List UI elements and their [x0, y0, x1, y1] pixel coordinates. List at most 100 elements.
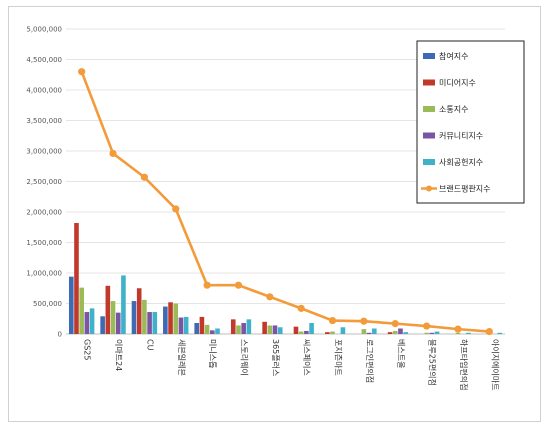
y-tick-label: 3,000,000	[26, 148, 62, 156]
legend-label: 참여지수	[439, 51, 468, 61]
bar-4-0	[89, 308, 95, 334]
y-tick-label: 1,000,000	[26, 270, 62, 278]
line-point-13	[485, 327, 493, 336]
legend-swatch	[423, 132, 435, 139]
bar-0-1	[100, 316, 105, 334]
bar-1-1	[105, 285, 111, 334]
y-axis: 0 500,000 1,000,000 1,500,000 2,000,000 2,500…	[26, 26, 62, 339]
bar-4-1	[121, 275, 126, 334]
bar-1-3	[168, 302, 173, 334]
bar-4-7	[309, 323, 314, 334]
line-point-3	[172, 205, 180, 213]
bar-0-0	[68, 276, 74, 334]
line-point-8	[328, 316, 337, 325]
legend-label: 사회공헌지수	[439, 158, 483, 167]
bar-3-3	[178, 317, 184, 334]
x-category-label: 미니스톱	[208, 339, 218, 368]
x-category-label: 이마트24	[114, 339, 124, 371]
legend-swatch-marker	[426, 185, 432, 192]
legend-label: 브랜드평판지수	[439, 184, 491, 194]
bar-4-3	[183, 316, 189, 334]
bar-1-10	[387, 332, 393, 334]
y-tick-label: 4,000,000	[26, 87, 62, 95]
bar-2-1	[110, 301, 116, 334]
bar-1-7	[293, 326, 299, 334]
bar-1-6	[262, 321, 267, 334]
bar-1-2	[136, 288, 142, 334]
legend-box	[416, 40, 525, 204]
y-tick-label: 2,500,000	[26, 178, 62, 186]
bar-2-6	[267, 325, 273, 334]
bar-4-6	[277, 327, 283, 334]
line-point-0	[78, 68, 86, 76]
bar-2-2	[142, 299, 147, 334]
y-tick-label: 2,000,000	[26, 209, 62, 217]
bar-3-4	[210, 330, 215, 334]
x-category-label: 세븐일레븐	[177, 339, 186, 376]
legend-swatch	[423, 79, 435, 86]
bar-2-7	[298, 331, 304, 334]
line-point-9	[360, 317, 368, 325]
bar-3-1	[115, 312, 121, 334]
bar-3-6	[272, 325, 278, 334]
x-category-label: 로그인편의점	[365, 339, 375, 383]
x-axis: GS25 이마트24 CU 세븐일레븐 미니스톱 스토리웨이 365플러스 씨스페이스 포지즌마…	[83, 339, 501, 391]
y-tick-label: 0	[58, 331, 62, 339]
bar-2-10	[392, 330, 398, 334]
bar-2-9	[361, 329, 367, 334]
bar-2-4	[204, 324, 210, 334]
bar-0-4	[194, 323, 200, 334]
x-category-label: GS25	[83, 339, 92, 360]
bar-0-3	[163, 306, 168, 334]
bar-4-8	[340, 327, 346, 334]
bar-2-12	[455, 332, 461, 334]
line-point-10	[391, 320, 399, 328]
line-point-6	[266, 293, 274, 301]
bar-4-12	[466, 332, 471, 334]
line-point-12	[454, 325, 462, 333]
x-category-label: 베스트올	[396, 339, 405, 368]
x-category-label: 아이지에이마트	[490, 339, 500, 391]
x-category-label: 씨스페이스	[302, 339, 312, 376]
bar-1-4	[199, 316, 205, 334]
bars	[68, 222, 503, 334]
x-category-label: 하프타임편의점	[459, 339, 469, 391]
brand-line	[78, 68, 493, 336]
bar-1-0	[74, 222, 79, 334]
bar-2-3	[173, 303, 179, 334]
bar-3-0	[84, 312, 90, 334]
bar-4-13	[497, 332, 503, 334]
legend-swatch	[423, 159, 435, 165]
line-point-1	[109, 149, 117, 158]
y-tick-label: 4,500,000	[26, 56, 62, 64]
line-point-2	[140, 173, 148, 181]
line-point-5	[234, 281, 243, 289]
bar-4-10	[403, 332, 408, 334]
bar-3-2	[147, 312, 152, 334]
bar-3-11	[429, 332, 435, 334]
bar-4-9	[371, 328, 377, 334]
bar-4-5	[246, 319, 252, 334]
line-point-11	[423, 322, 431, 330]
bar-4-4	[215, 328, 220, 334]
bar-3-5	[241, 323, 246, 334]
x-category-label: 365플러스	[271, 339, 280, 376]
bar-1-5	[230, 319, 236, 334]
x-category-label: 블루25편의점	[428, 339, 438, 386]
bar-3-10	[398, 328, 403, 334]
bar-4-11	[434, 331, 440, 334]
bar-4-2	[152, 312, 158, 334]
legend-swatch	[423, 53, 435, 59]
bar-0-2	[131, 301, 137, 334]
bar-2-0	[79, 287, 84, 334]
line-series	[80, 71, 490, 333]
legend-label: 소통지수	[439, 105, 468, 114]
legend-label: 커뮤니티지수	[439, 131, 483, 141]
line-point-4	[203, 281, 211, 289]
bar-1-8	[325, 332, 330, 334]
y-tick-label: 3,500,000	[26, 117, 62, 125]
line-point-7	[297, 304, 305, 312]
y-tick-label: 500,000	[33, 300, 62, 308]
